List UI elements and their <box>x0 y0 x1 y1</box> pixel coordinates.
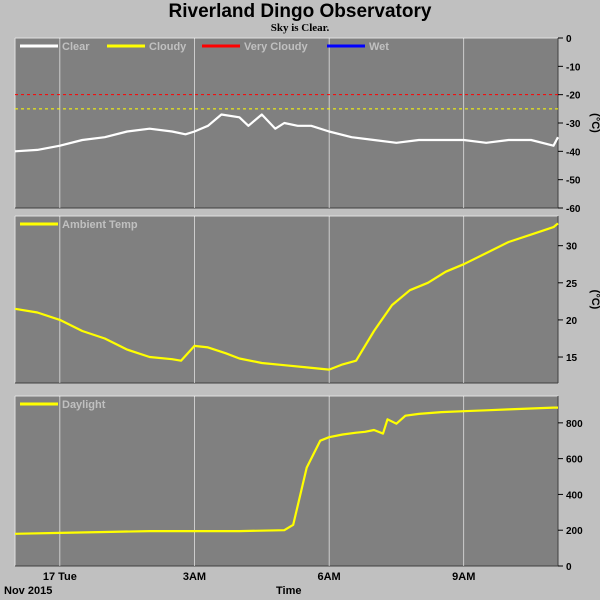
legend-label: Clear <box>62 41 90 53</box>
legend-label: Wet <box>369 41 389 53</box>
y-axis-unit-label: (°C) <box>589 113 600 133</box>
chart-title: Riverland Dingo Observatory <box>168 1 432 22</box>
y-tick-label: 30 <box>566 242 578 253</box>
y-tick-label: -30 <box>566 119 581 130</box>
y-tick-label: 0 <box>566 34 572 45</box>
chart-subtitle: Sky is Clear. <box>270 22 330 34</box>
y-axis-unit-label: (°C) <box>589 290 600 310</box>
y-tick-label: 20 <box>566 316 578 327</box>
y-tick-label: -20 <box>566 91 581 102</box>
y-tick-label: -10 <box>566 62 581 73</box>
y-tick-label: -40 <box>566 147 581 158</box>
series-line-daylight <box>14 406 558 535</box>
y-tick-label: 200 <box>566 526 583 537</box>
y-tick-label: 400 <box>566 490 583 501</box>
y-tick-label: 25 <box>566 279 578 290</box>
y-tick-label: -50 <box>566 176 581 187</box>
panel-daylight: 0 200 400 600 800 Daylight <box>14 395 583 573</box>
x-tick-label: 6AM <box>318 571 341 583</box>
y-tick-label: 15 <box>566 353 578 364</box>
x-axis-title: Time <box>276 585 302 597</box>
x-tick-label: 17 Tue <box>43 571 77 583</box>
y-tick-label: -60 <box>566 204 581 215</box>
legend-label: Ambient Temp <box>62 219 138 231</box>
panel-sky: 0 -10 -20 -30 -40 -50 -60 (°C) Clear Cloudy Very C… <box>14 34 600 215</box>
month-label: Nov 2015 <box>4 585 53 597</box>
y-tick-label: 800 <box>566 419 583 430</box>
panel-ambient: 15 20 25 30 (°C) Ambient Temp <box>14 215 600 384</box>
legend-label: Very Cloudy <box>244 41 308 53</box>
series-line-ambient-temp <box>14 222 559 371</box>
y-tick-label: 600 <box>566 455 583 466</box>
series-line-clear <box>14 113 559 153</box>
legend-label: Daylight <box>62 399 106 411</box>
x-tick-label: 3AM <box>183 571 206 583</box>
x-tick-label: 9AM <box>452 571 475 583</box>
panel-background <box>15 396 558 566</box>
panel-background <box>15 216 558 383</box>
y-tick-label: 0 <box>566 562 572 573</box>
legend-label: Cloudy <box>149 41 187 53</box>
